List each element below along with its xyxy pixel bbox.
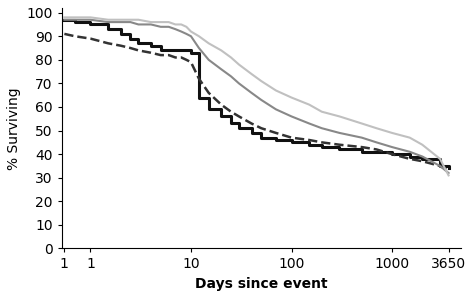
- X-axis label: Days since event: Days since event: [195, 277, 328, 291]
- Y-axis label: % Surviving: % Surviving: [7, 87, 21, 170]
